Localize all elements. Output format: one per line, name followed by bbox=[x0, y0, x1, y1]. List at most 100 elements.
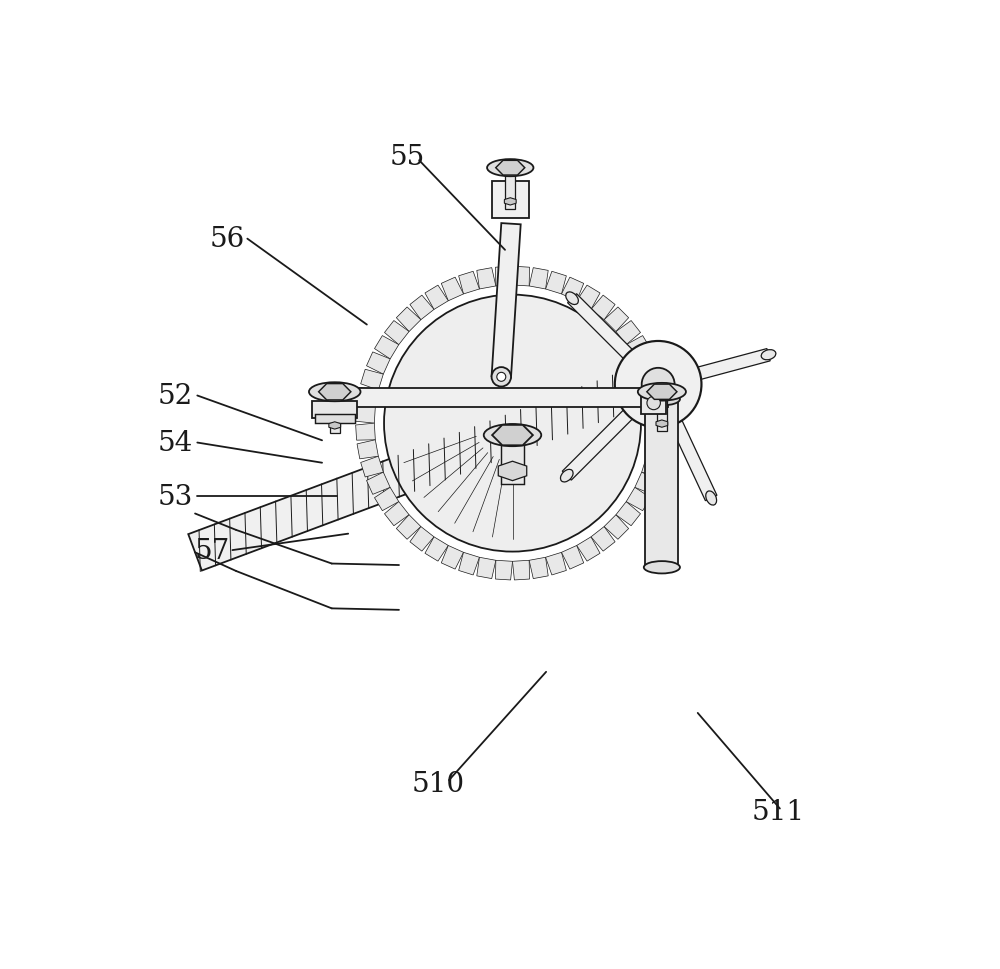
Polygon shape bbox=[396, 516, 421, 540]
Text: 511: 511 bbox=[752, 798, 805, 826]
Ellipse shape bbox=[560, 470, 573, 483]
Polygon shape bbox=[650, 423, 669, 441]
Bar bbox=[315, 415, 355, 423]
Polygon shape bbox=[425, 286, 448, 310]
Polygon shape bbox=[645, 400, 678, 568]
Polygon shape bbox=[425, 537, 448, 562]
Text: 55: 55 bbox=[389, 143, 425, 171]
Bar bbox=[505, 172, 515, 209]
Polygon shape bbox=[656, 421, 668, 428]
Polygon shape bbox=[319, 384, 351, 400]
Polygon shape bbox=[561, 546, 584, 570]
Polygon shape bbox=[188, 363, 661, 571]
Polygon shape bbox=[329, 422, 341, 429]
Circle shape bbox=[642, 368, 675, 401]
Polygon shape bbox=[324, 389, 668, 408]
Ellipse shape bbox=[706, 491, 717, 506]
Polygon shape bbox=[384, 502, 409, 526]
Polygon shape bbox=[367, 473, 390, 495]
Bar bbox=[330, 396, 340, 433]
Polygon shape bbox=[626, 487, 650, 511]
Polygon shape bbox=[361, 456, 383, 478]
Circle shape bbox=[647, 397, 660, 410]
Polygon shape bbox=[577, 286, 600, 310]
Bar bbox=[492, 182, 529, 219]
Ellipse shape bbox=[644, 393, 680, 406]
Polygon shape bbox=[459, 552, 479, 576]
Polygon shape bbox=[635, 473, 658, 495]
Polygon shape bbox=[591, 296, 615, 321]
Polygon shape bbox=[647, 385, 677, 400]
Text: 56: 56 bbox=[210, 226, 245, 253]
Polygon shape bbox=[375, 487, 399, 511]
Polygon shape bbox=[616, 321, 641, 345]
Text: 54: 54 bbox=[158, 429, 193, 456]
Polygon shape bbox=[498, 462, 527, 482]
Polygon shape bbox=[357, 388, 378, 407]
Polygon shape bbox=[410, 527, 434, 551]
Polygon shape bbox=[492, 425, 533, 446]
Polygon shape bbox=[367, 353, 390, 375]
Polygon shape bbox=[670, 420, 717, 501]
Polygon shape bbox=[647, 440, 668, 459]
Polygon shape bbox=[562, 410, 634, 481]
Polygon shape bbox=[642, 456, 664, 478]
Polygon shape bbox=[642, 370, 664, 391]
Polygon shape bbox=[604, 516, 629, 540]
Polygon shape bbox=[650, 407, 669, 423]
Polygon shape bbox=[696, 349, 770, 381]
Bar bbox=[657, 396, 667, 431]
Text: 53: 53 bbox=[158, 484, 193, 511]
Ellipse shape bbox=[761, 350, 776, 360]
Ellipse shape bbox=[566, 293, 578, 305]
Polygon shape bbox=[604, 308, 629, 332]
Polygon shape bbox=[504, 199, 516, 205]
Bar bbox=[501, 443, 524, 484]
Polygon shape bbox=[577, 537, 600, 562]
Polygon shape bbox=[477, 268, 496, 290]
Polygon shape bbox=[512, 561, 530, 580]
Ellipse shape bbox=[309, 383, 361, 402]
Polygon shape bbox=[561, 278, 584, 301]
Polygon shape bbox=[396, 308, 421, 332]
Text: 57: 57 bbox=[195, 537, 230, 564]
Ellipse shape bbox=[644, 561, 680, 574]
Polygon shape bbox=[384, 321, 409, 345]
Ellipse shape bbox=[638, 384, 686, 401]
Polygon shape bbox=[459, 272, 479, 295]
Polygon shape bbox=[492, 224, 521, 378]
Polygon shape bbox=[410, 296, 434, 321]
Polygon shape bbox=[546, 272, 566, 295]
Polygon shape bbox=[375, 336, 399, 359]
Polygon shape bbox=[356, 407, 375, 423]
Polygon shape bbox=[356, 423, 375, 441]
Polygon shape bbox=[626, 336, 650, 359]
Polygon shape bbox=[441, 546, 464, 570]
Polygon shape bbox=[361, 370, 383, 391]
Polygon shape bbox=[512, 267, 530, 287]
Ellipse shape bbox=[487, 160, 533, 177]
Polygon shape bbox=[647, 388, 668, 407]
Polygon shape bbox=[357, 440, 378, 459]
Polygon shape bbox=[568, 295, 634, 360]
Polygon shape bbox=[529, 558, 548, 579]
Polygon shape bbox=[496, 161, 525, 175]
Polygon shape bbox=[495, 267, 512, 287]
Polygon shape bbox=[477, 558, 496, 579]
Polygon shape bbox=[495, 561, 512, 580]
Text: 52: 52 bbox=[158, 383, 193, 410]
Polygon shape bbox=[546, 552, 566, 576]
Polygon shape bbox=[591, 527, 615, 551]
Circle shape bbox=[492, 367, 511, 388]
Circle shape bbox=[615, 342, 701, 428]
Polygon shape bbox=[529, 268, 548, 290]
Polygon shape bbox=[635, 353, 658, 375]
Bar bbox=[641, 392, 666, 415]
Circle shape bbox=[497, 373, 506, 382]
Ellipse shape bbox=[484, 424, 541, 447]
Bar bbox=[312, 402, 357, 419]
Polygon shape bbox=[441, 278, 464, 301]
Polygon shape bbox=[616, 502, 641, 526]
Circle shape bbox=[384, 296, 641, 552]
Text: 510: 510 bbox=[412, 770, 465, 797]
